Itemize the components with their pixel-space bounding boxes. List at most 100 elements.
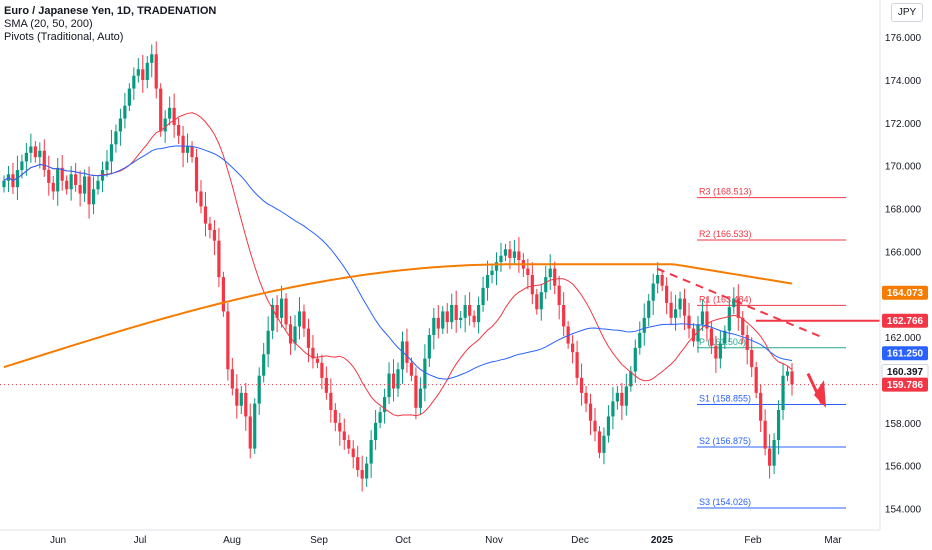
y-tick-label: 176.000 xyxy=(885,33,922,44)
x-tick-label: Mar xyxy=(824,535,842,546)
candle-body xyxy=(687,315,691,329)
currency-button[interactable]: JPY xyxy=(891,3,923,22)
candle-body xyxy=(284,298,288,325)
candle-body xyxy=(615,392,619,402)
price-axis: 154.000156.000158.000160.000162.000164.0… xyxy=(879,0,929,530)
candle-body xyxy=(356,457,360,470)
price-tag-label: 162.766 xyxy=(887,316,924,327)
candle-body xyxy=(141,69,145,80)
price-tag-bg xyxy=(882,377,928,392)
x-tick-label: 2025 xyxy=(651,535,674,546)
pivots-legend[interactable]: Pivots (Traditional, Auto) xyxy=(4,31,124,43)
candle-body xyxy=(665,285,669,303)
candle-body xyxy=(624,386,628,406)
pivot-label: S1 (158.855) xyxy=(699,394,751,404)
price-tag-bg xyxy=(882,313,928,328)
candle-body xyxy=(584,392,588,404)
x-tick-label: Nov xyxy=(485,535,503,546)
candle-body xyxy=(248,416,252,449)
candle-body xyxy=(168,107,172,119)
candle-body xyxy=(360,470,364,479)
candle-body xyxy=(203,206,208,224)
candle-body xyxy=(311,347,315,359)
candle-body xyxy=(38,150,42,158)
candle-body xyxy=(790,371,794,385)
candlesticks xyxy=(2,41,794,492)
candle-body xyxy=(526,268,530,275)
candle-body xyxy=(593,420,597,432)
candle-body xyxy=(723,330,727,344)
candle-body xyxy=(414,375,418,408)
candle-body xyxy=(154,54,158,89)
candle-body xyxy=(530,275,534,295)
price-tag-label: 161.250 xyxy=(887,349,924,360)
candle-body xyxy=(20,161,24,170)
candle-body xyxy=(656,275,660,284)
candle-body xyxy=(235,388,239,406)
candle-body xyxy=(647,300,651,318)
y-tick-label: 162.000 xyxy=(885,333,922,344)
candle-body xyxy=(288,324,293,344)
candle-body xyxy=(329,392,333,410)
candle-body xyxy=(279,298,284,318)
candle-body xyxy=(253,403,257,449)
candle-body xyxy=(629,371,633,387)
candle-body xyxy=(696,324,700,342)
candle-body xyxy=(454,305,458,320)
candle-body xyxy=(436,317,440,329)
candle-body xyxy=(132,75,136,89)
pivot-label: S2 (156.875) xyxy=(699,436,751,446)
candle-body xyxy=(74,174,78,185)
candle-body xyxy=(306,328,311,348)
candle-body xyxy=(705,311,709,329)
candle-body xyxy=(194,157,199,192)
candle-body xyxy=(114,131,118,145)
candle-body xyxy=(145,62,149,80)
candle-body xyxy=(409,362,414,376)
pivot-label: R3 (168.513) xyxy=(699,187,752,197)
y-tick-label: 166.000 xyxy=(885,247,922,258)
candle-body xyxy=(105,161,109,170)
candle-body xyxy=(772,440,776,466)
candle-body xyxy=(642,317,646,333)
candle-body xyxy=(597,431,602,453)
candle-body xyxy=(190,146,194,158)
candle-body xyxy=(579,377,584,393)
candle-body xyxy=(494,262,499,271)
candle-body xyxy=(82,176,87,194)
candle-body xyxy=(217,240,221,278)
pivot-levels: R3 (168.513) R2 (166.533) R1 (163.484) P (1… xyxy=(697,187,846,509)
sma-legend[interactable]: SMA (20, 50, 200) xyxy=(4,18,93,30)
candle-body xyxy=(159,88,163,132)
candle-body xyxy=(199,191,203,207)
candle-body xyxy=(275,305,279,318)
candle-body xyxy=(575,352,579,378)
candle-body xyxy=(517,251,521,260)
x-tick-label: Jun xyxy=(50,535,66,546)
candle-body xyxy=(503,249,508,256)
candle-body xyxy=(244,392,248,417)
candle-body xyxy=(620,392,624,406)
candle-body xyxy=(338,422,342,432)
candle-body xyxy=(172,107,176,125)
candle-body xyxy=(387,373,391,398)
candle-body xyxy=(405,341,409,363)
candle-body xyxy=(96,180,100,190)
x-tick-label: Dec xyxy=(571,535,589,546)
moving-averages xyxy=(3,112,793,417)
candle-body xyxy=(472,315,476,323)
candle-body xyxy=(535,294,539,310)
candle-body xyxy=(127,88,131,106)
candle-body xyxy=(566,326,570,344)
candle-body xyxy=(776,410,781,440)
candle-body xyxy=(553,268,557,286)
candle-body xyxy=(418,388,422,408)
candle-body xyxy=(499,255,503,263)
candle-body xyxy=(69,174,73,190)
y-tick-label: 158.000 xyxy=(885,419,922,430)
candle-body xyxy=(177,125,181,136)
price-tag-label: 164.073 xyxy=(887,288,924,299)
candle-body xyxy=(651,283,655,301)
candle-body xyxy=(400,341,405,370)
